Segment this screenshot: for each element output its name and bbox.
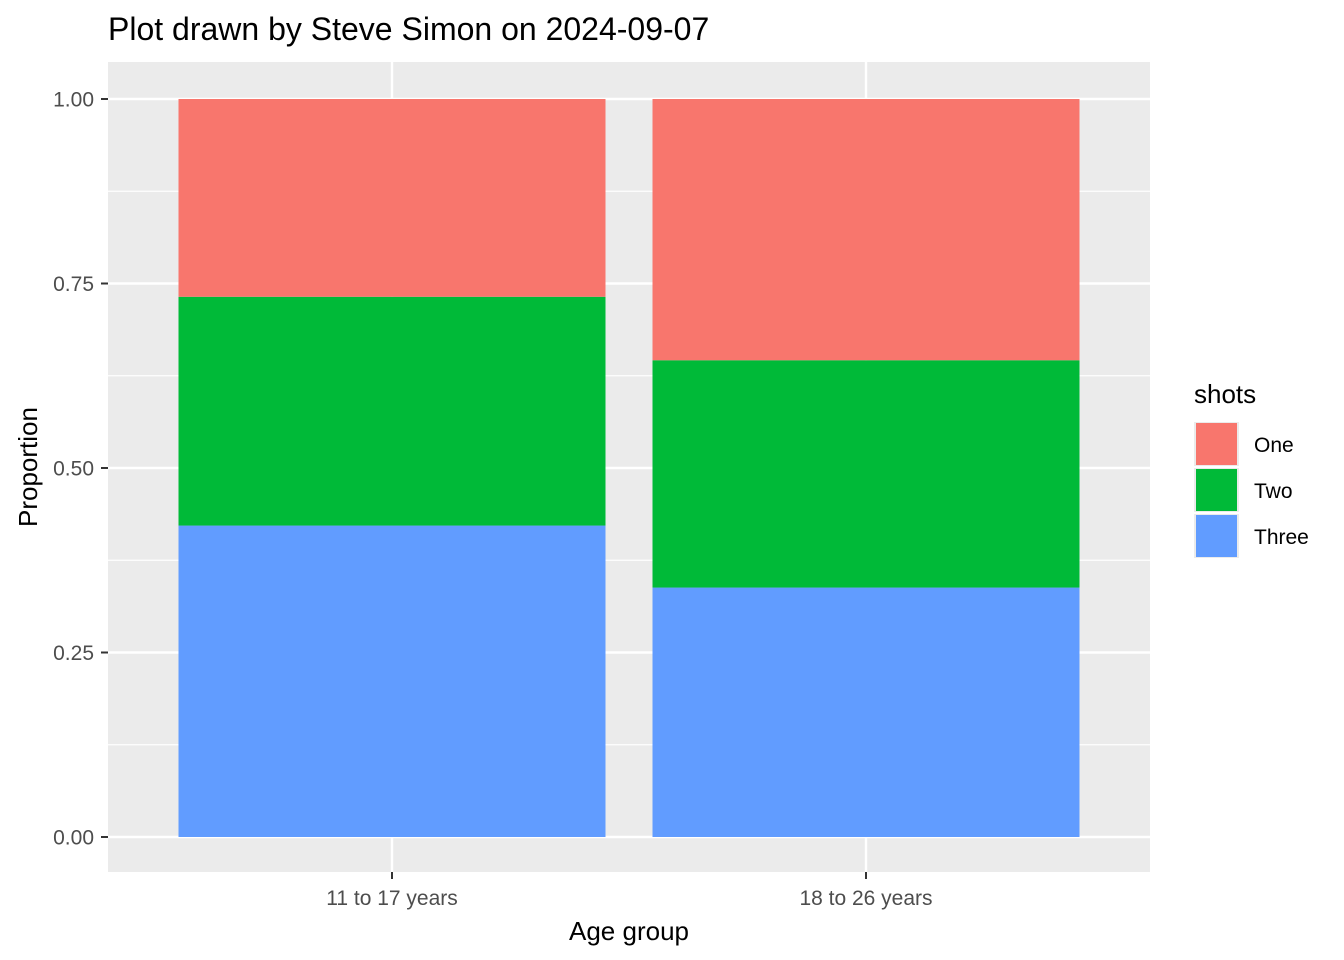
x-axis: 11 to 17 years 18 to 26 years: [326, 872, 933, 910]
legend-title: shots: [1194, 379, 1256, 409]
legend-label-one: One: [1254, 434, 1294, 457]
bar-segment-three: [652, 587, 1080, 837]
legend-items: One Two Three: [1194, 422, 1309, 558]
bar-segment-two: [652, 360, 1080, 588]
legend-label-two: Two: [1254, 480, 1293, 503]
bars: [178, 99, 1080, 837]
chart-title: Plot drawn by Steve Simon on 2024-09-07: [108, 11, 709, 47]
y-axis-title: Proportion: [13, 407, 43, 527]
bar-segment-one: [652, 99, 1080, 361]
y-tick-label: 0.75: [53, 273, 94, 296]
legend-swatch-two: [1196, 469, 1237, 511]
legend-swatch-three: [1196, 515, 1237, 557]
y-tick-label: 1.00: [53, 89, 94, 112]
x-axis-title: Age group: [569, 916, 689, 946]
bar-segment-one: [178, 99, 606, 297]
legend-swatch-one: [1196, 423, 1237, 465]
y-axis: 0.00 0.25 0.50 0.75 1.00: [53, 89, 108, 850]
legend-label-three: Three: [1254, 526, 1309, 549]
x-tick-label: 18 to 26 years: [799, 887, 932, 910]
bar-segment-two: [178, 296, 606, 526]
bar-segment-three: [178, 525, 606, 837]
y-tick-label: 0.25: [53, 642, 94, 665]
legend: shots One Two Three: [1194, 379, 1309, 558]
x-tick-label: 11 to 17 years: [326, 887, 458, 910]
y-tick-label: 0.00: [53, 827, 94, 850]
y-tick-label: 0.50: [53, 458, 94, 481]
